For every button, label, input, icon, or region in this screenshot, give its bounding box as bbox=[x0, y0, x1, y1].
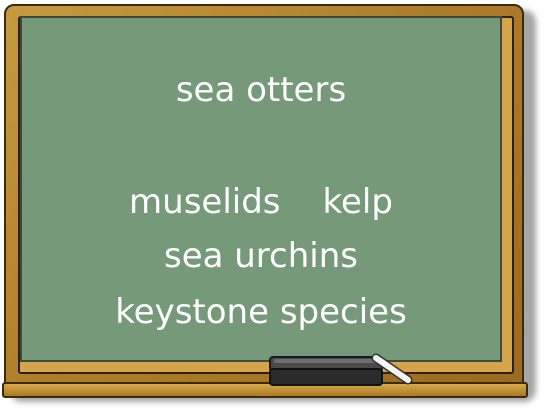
chalkboard-surface: sea otters muselids kelp sea urchins keys… bbox=[20, 16, 502, 362]
board-line-3: sea urchins bbox=[163, 236, 358, 276]
board-line-2: muselids kelp bbox=[22, 182, 500, 222]
board-line-2-right: kelp bbox=[322, 182, 393, 222]
chalkboard-eraser-icon bbox=[269, 356, 383, 386]
board-line-1: sea otters bbox=[175, 70, 347, 110]
chalk-tray bbox=[2, 382, 528, 398]
board-line-4: keystone species bbox=[115, 292, 407, 332]
chalk-stick-icon bbox=[371, 353, 413, 385]
board-line-2-left: muselids bbox=[129, 182, 281, 222]
